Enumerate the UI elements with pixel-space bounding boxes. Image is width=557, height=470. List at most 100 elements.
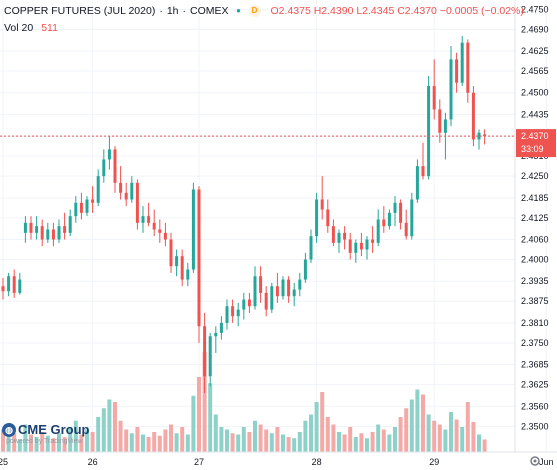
exchange-label: COMEX bbox=[190, 5, 229, 17]
candle-body bbox=[242, 299, 246, 310]
volume-bar bbox=[225, 429, 229, 452]
volume-bar bbox=[230, 433, 235, 452]
candle-body bbox=[292, 289, 296, 297]
candle-body bbox=[23, 222, 27, 233]
volume-bar bbox=[57, 433, 61, 452]
candle-body bbox=[466, 42, 470, 93]
chart-grid bbox=[0, 0, 547, 452]
globe-icon: ◍ bbox=[2, 422, 16, 437]
volume-bar bbox=[269, 433, 274, 452]
volume-bar bbox=[393, 427, 397, 452]
price-tick-label: 2.3935 bbox=[521, 276, 549, 286]
volume-bar bbox=[314, 402, 319, 452]
interval-label[interactable]: 1h bbox=[166, 5, 179, 17]
candle-body bbox=[315, 199, 319, 237]
volume-bar bbox=[264, 429, 269, 452]
volume-label: Vol 20 bbox=[4, 22, 34, 34]
candle-body bbox=[427, 86, 431, 177]
candle-body bbox=[57, 226, 61, 240]
volume-bar bbox=[1, 429, 5, 452]
volume-bar bbox=[449, 412, 453, 452]
candle-body bbox=[382, 219, 386, 227]
candle-body bbox=[236, 309, 240, 317]
volume-bar bbox=[40, 432, 45, 452]
cme-logo[interactable]: ◍ CME Group bbox=[2, 422, 90, 437]
volume-bar bbox=[409, 399, 414, 452]
price-label-box bbox=[516, 129, 556, 158]
volume-bar bbox=[281, 434, 285, 452]
candle-body bbox=[365, 239, 369, 250]
candle-body bbox=[415, 166, 419, 200]
volume-bar bbox=[152, 432, 157, 452]
volume-bar bbox=[17, 439, 22, 452]
volume-bar bbox=[202, 352, 207, 452]
ohlc-values: O2.4375 H2.4390 L2.4345 C2.4370 −0.0005 … bbox=[270, 5, 524, 17]
volume-bar bbox=[12, 433, 17, 452]
candle-body bbox=[410, 199, 414, 237]
volume-bar bbox=[376, 424, 381, 452]
candle-body bbox=[225, 306, 229, 323]
volume-bar bbox=[292, 438, 297, 452]
candle-body bbox=[12, 276, 16, 293]
volume-bar bbox=[404, 408, 409, 452]
candle-body bbox=[331, 226, 335, 243]
candle-body bbox=[169, 239, 173, 267]
volume-bar bbox=[437, 424, 442, 452]
candle-body bbox=[141, 216, 145, 223]
volume-bar bbox=[62, 437, 67, 452]
gear-icon-ring bbox=[530, 456, 540, 466]
candle-body bbox=[326, 209, 330, 227]
candle-body bbox=[113, 149, 117, 183]
candle-body bbox=[147, 216, 151, 223]
volume-bar bbox=[415, 389, 420, 452]
volume-bar bbox=[325, 417, 330, 452]
gear-icon[interactable] bbox=[530, 456, 540, 466]
time-axis[interactable]: 25 26 27 28 29 Jun bbox=[0, 451, 557, 467]
price-axis[interactable]: 2.4750 2.4690 2.4625 2.4565 2.4500 2.4435 2.43… bbox=[514, 0, 549, 452]
candle-body bbox=[163, 232, 167, 240]
candle-body bbox=[275, 286, 279, 297]
candle-body bbox=[309, 236, 313, 260]
candle-body bbox=[180, 256, 184, 280]
time-tick-label: 28 bbox=[312, 457, 322, 467]
candle-body bbox=[158, 229, 162, 233]
candle-body bbox=[219, 322, 223, 333]
time-tick-label: 26 bbox=[88, 457, 98, 467]
candle-body bbox=[259, 276, 263, 293]
time-tick-label: Jun bbox=[539, 457, 554, 467]
candle-body bbox=[35, 226, 39, 233]
candle-body bbox=[399, 202, 403, 223]
candle-body bbox=[264, 292, 268, 310]
volume-bar bbox=[353, 437, 358, 452]
candle-body bbox=[449, 59, 453, 120]
candle-body bbox=[186, 269, 190, 280]
volume-bar bbox=[45, 435, 50, 452]
volume-bar bbox=[303, 420, 308, 452]
volume-bar bbox=[208, 383, 213, 452]
volume-bar bbox=[185, 434, 190, 452]
candle-body bbox=[46, 229, 50, 240]
volume-bar bbox=[471, 422, 476, 452]
symbol-title[interactable]: COPPER FUTURES (JUL 2020) bbox=[4, 5, 156, 17]
candle-body bbox=[102, 159, 106, 177]
volume-bar bbox=[477, 434, 481, 452]
volume-bar bbox=[247, 432, 252, 452]
candle-body bbox=[421, 166, 425, 177]
candle-body bbox=[124, 192, 128, 200]
candle-body bbox=[359, 242, 363, 250]
volume-bar bbox=[432, 420, 437, 452]
candle-body bbox=[135, 182, 139, 223]
volume-bar bbox=[146, 437, 151, 452]
volume-bar bbox=[365, 438, 369, 452]
candle-body bbox=[107, 149, 111, 160]
gear-icon-hub bbox=[533, 459, 537, 463]
volume-bar bbox=[342, 434, 347, 452]
volume-bar bbox=[34, 437, 39, 452]
candle-body bbox=[354, 242, 358, 253]
candles bbox=[1, 36, 487, 393]
price-tick-label: 2.3560 bbox=[521, 401, 549, 411]
volume-bar bbox=[73, 420, 78, 452]
volume-bar bbox=[398, 417, 403, 452]
candle-body bbox=[1, 286, 5, 292]
